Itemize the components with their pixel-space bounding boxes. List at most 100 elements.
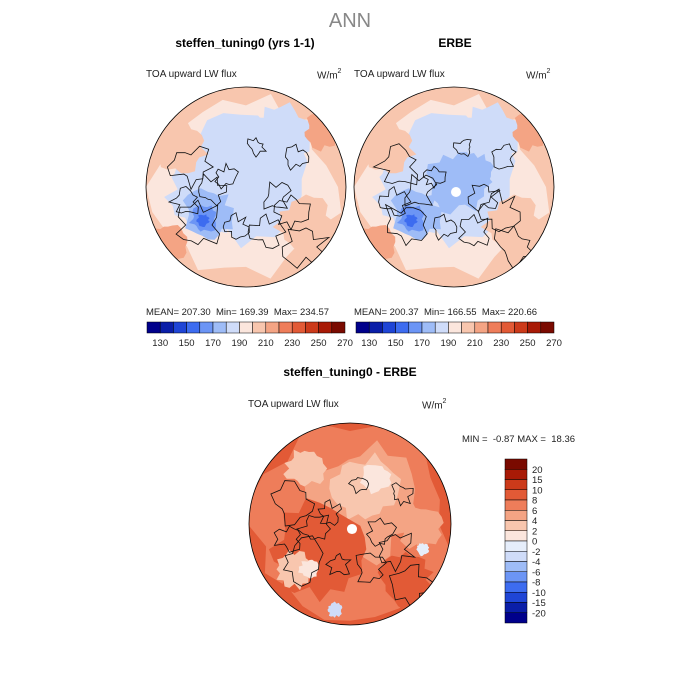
coastline bbox=[247, 213, 287, 249]
colorbar-tick-label: 270 bbox=[546, 338, 562, 349]
colorbar-swatch bbox=[318, 321, 333, 334]
colorbar-swatch bbox=[186, 321, 201, 334]
coastline bbox=[404, 173, 438, 207]
coastline bbox=[493, 225, 538, 271]
coastline bbox=[378, 185, 412, 217]
stat-min-label: Min= bbox=[423, 307, 445, 318]
panel-model-title: steffen_tuning0 (yrs 1-1) bbox=[175, 36, 315, 50]
panel-model-stats: MEAN= 207.30 Min= 169.39 Max= 234.57 bbox=[146, 308, 329, 318]
colorbar-tick-label: -8 bbox=[532, 578, 540, 589]
colorbar-swatch bbox=[504, 520, 528, 531]
contour-region bbox=[454, 153, 494, 192]
coastline bbox=[198, 173, 228, 207]
stat-mean-value: 200.37 bbox=[389, 307, 419, 318]
colorbar-swatch bbox=[504, 581, 528, 593]
colorbar-tick-label: 210 bbox=[258, 338, 274, 349]
colorbar-swatch bbox=[305, 321, 319, 334]
panel-model-map bbox=[145, 86, 347, 288]
coastline bbox=[270, 480, 316, 527]
coastline bbox=[458, 213, 490, 247]
colorbar-tick-label: 270 bbox=[337, 338, 353, 349]
colorbar-swatch bbox=[239, 321, 253, 334]
contour-region bbox=[304, 113, 341, 152]
coastline bbox=[467, 183, 501, 212]
colorbar-swatch bbox=[504, 530, 528, 542]
colorbar-tick-label: 20 bbox=[532, 465, 543, 476]
stat-max-value: 220.66 bbox=[507, 307, 538, 318]
contour-region bbox=[298, 559, 319, 579]
coastline bbox=[391, 482, 414, 507]
colorbar-tick-label: 230 bbox=[493, 338, 509, 349]
contour-region bbox=[196, 214, 210, 227]
coastline bbox=[478, 188, 521, 233]
colorbar-swatch bbox=[199, 321, 214, 334]
colorbar-swatch bbox=[382, 321, 396, 334]
colorbar-swatch bbox=[461, 321, 476, 334]
panel-obs-title: ERBE bbox=[438, 36, 472, 50]
coastline bbox=[491, 143, 517, 170]
contour-region bbox=[276, 549, 313, 591]
contour-region bbox=[283, 449, 328, 487]
coastline bbox=[325, 552, 352, 576]
colorbar-swatch bbox=[504, 571, 528, 583]
stat-min-label: MIN = bbox=[462, 434, 488, 445]
colorbar-swatch bbox=[504, 458, 528, 470]
colorbar-swatch bbox=[504, 469, 528, 480]
colorbar-swatch bbox=[225, 321, 240, 334]
panel-diff-stats: MIN = -0.87 MAX = 18.36 bbox=[462, 435, 575, 445]
colorbar-swatch bbox=[504, 510, 528, 521]
contour-fill-group bbox=[354, 87, 554, 287]
stat-mean-label: MEAN= bbox=[354, 307, 387, 318]
colorbar-tick-label: 210 bbox=[467, 338, 483, 349]
colorbar-swatch bbox=[408, 321, 423, 334]
colorbar-tick-label: 10 bbox=[532, 485, 543, 496]
coastline bbox=[167, 186, 199, 215]
coastline bbox=[317, 499, 342, 526]
figure-suptitle: ANN bbox=[328, 10, 372, 32]
colorbar-tick-label: 250 bbox=[520, 338, 536, 349]
stat-max-label: Max= bbox=[481, 307, 506, 318]
contour-region bbox=[404, 214, 418, 227]
colorbar-swatch bbox=[252, 321, 267, 334]
colorbar-swatch bbox=[504, 499, 528, 511]
contour-region bbox=[416, 543, 430, 557]
stat-mean-value: 207.30 bbox=[181, 307, 211, 318]
coastline bbox=[347, 477, 370, 495]
colorbar-swatch bbox=[434, 321, 449, 334]
map-boundary bbox=[353, 86, 555, 288]
coastline bbox=[296, 514, 331, 540]
colorbar-swatch bbox=[504, 489, 528, 501]
colorbar-tick-label: 6 bbox=[532, 506, 537, 517]
colorbar-tick-label: 230 bbox=[284, 338, 300, 349]
coastline bbox=[384, 203, 428, 247]
stat-mean-label: MEAN= bbox=[146, 307, 179, 318]
coastline bbox=[372, 143, 418, 186]
contour-region bbox=[272, 194, 335, 260]
colorbar-swatch bbox=[395, 321, 410, 334]
contour-region bbox=[377, 551, 434, 610]
map-boundary bbox=[248, 422, 452, 626]
coastline bbox=[166, 145, 214, 191]
stat-max-value: 18.36 bbox=[551, 434, 576, 445]
contour-region bbox=[397, 507, 444, 549]
coastline bbox=[432, 213, 458, 241]
colorbar-swatch bbox=[212, 321, 227, 334]
coastline bbox=[452, 139, 472, 157]
colorbar-swatch bbox=[487, 321, 502, 334]
contour-fill-group bbox=[249, 423, 451, 625]
colorbar-swatch bbox=[291, 321, 306, 334]
colorbar-swatch bbox=[278, 321, 293, 334]
stat-min-label: Min= bbox=[215, 307, 237, 318]
contour-fill-group bbox=[146, 87, 346, 287]
colorbar-swatch bbox=[504, 540, 528, 552]
panel-diff-unit: W/m2 bbox=[422, 398, 447, 412]
contour-region bbox=[156, 122, 209, 174]
colorbar-swatch bbox=[500, 321, 515, 334]
coastline bbox=[282, 535, 324, 587]
coastline bbox=[214, 162, 239, 190]
coastline bbox=[175, 199, 221, 246]
colorbar-tick-label: -15 bbox=[532, 598, 546, 609]
stat-max-value: 234.57 bbox=[299, 307, 330, 318]
panel-model-colorbar: 130 150 170 190 210 230 250 270 bbox=[146, 321, 353, 349]
